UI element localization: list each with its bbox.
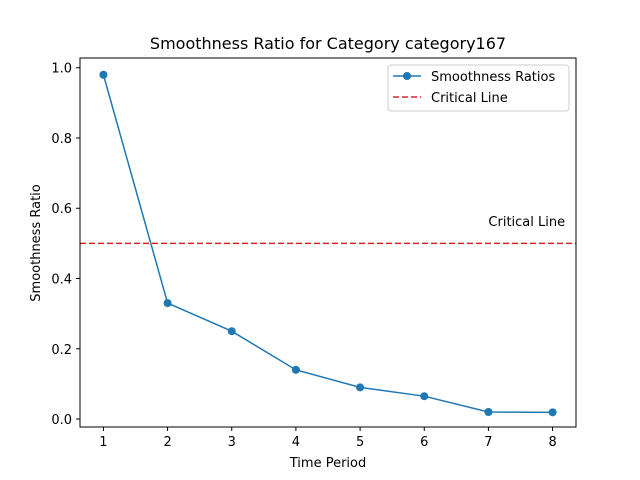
x-tick-label: 4: [292, 435, 300, 450]
chart-title: Smoothness Ratio for Category category16…: [150, 34, 506, 53]
y-tick-label: 0.6: [51, 202, 72, 217]
legend-box: [387, 64, 570, 112]
x-tick-label: 3: [228, 435, 236, 450]
data-point: [420, 392, 429, 401]
y-tick-label: 0.2: [51, 343, 72, 358]
series-line-smoothness-ratios: [102, 74, 553, 414]
legend-label-critical-line: Critical Line: [431, 91, 508, 106]
y-tick-label: 0.0: [51, 413, 72, 428]
legend-label-smoothness-ratios: Smoothness Ratios: [431, 70, 555, 85]
y-axis-label: Smoothness Ratio: [29, 184, 44, 301]
y-tick-label: 1.0: [51, 62, 72, 77]
legend-marker-smoothness-ratios: [403, 72, 411, 80]
data-point: [163, 299, 172, 308]
y-axis: 0.0 0.2 0.4 0.6 0.8 1.0: [51, 62, 80, 428]
x-axis-label: Time Period: [289, 456, 366, 471]
x-tick-label: 8: [548, 435, 556, 450]
data-point: [484, 407, 493, 416]
x-tick-label: 6: [420, 435, 428, 450]
data-point: [548, 408, 557, 417]
critical-line-annotation: Critical Line: [488, 215, 565, 230]
x-axis: 1 2 3 4 5 6 7 8: [99, 427, 557, 450]
x-tick-label: 7: [484, 435, 492, 450]
data-point: [356, 383, 365, 392]
legend: Smoothness Ratios Critical Line: [387, 64, 570, 112]
x-tick-label: 2: [163, 435, 171, 450]
x-tick-label: 5: [356, 435, 364, 450]
x-tick-label: 1: [99, 435, 107, 450]
y-tick-label: 0.4: [51, 273, 72, 288]
data-point: [291, 365, 300, 374]
data-point: [99, 70, 108, 79]
data-point: [227, 327, 236, 336]
plot-frame: [79, 57, 577, 428]
plot-area: [80, 70, 576, 417]
y-tick-label: 0.8: [51, 132, 72, 147]
